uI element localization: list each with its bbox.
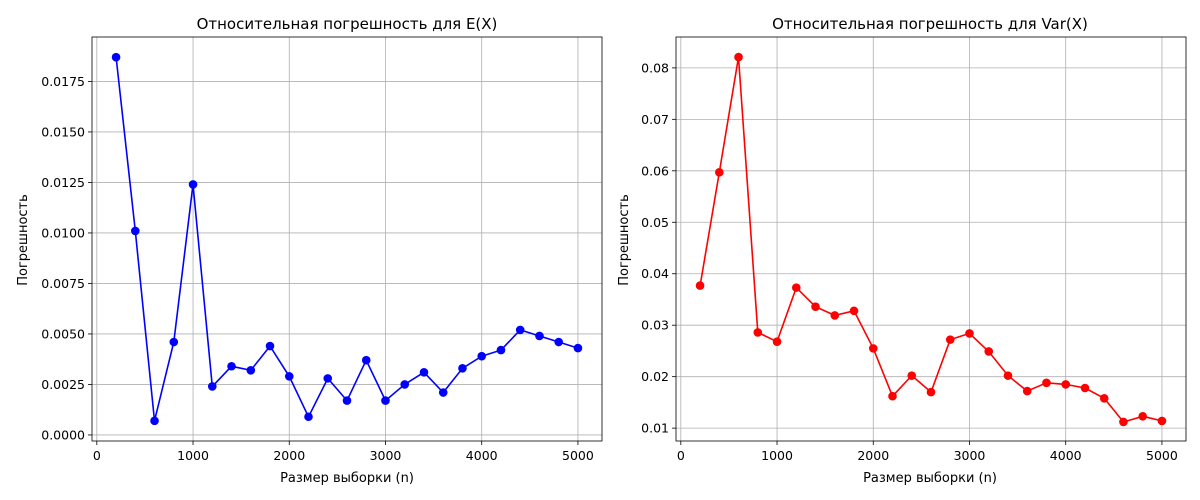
data-point	[535, 331, 544, 341]
series-line	[699, 56, 1163, 423]
data-point	[323, 374, 333, 383]
y-tick-label: 0.0000	[41, 427, 85, 442]
series	[695, 52, 1167, 427]
tick-labels: 0 1000 2000 3000 4000 5000 0.0000 0.0025 0.0050 0…	[41, 74, 594, 463]
data-point	[1099, 393, 1109, 403]
y-tick-label: 0.05	[641, 215, 669, 230]
x-tick-label: 0	[677, 448, 685, 463]
plot-frame	[675, 36, 1187, 442]
y-tick-label: 0.0125	[41, 175, 85, 190]
y-axis-label: Погрешность	[617, 194, 632, 286]
data-point	[304, 412, 313, 422]
data-point	[772, 337, 782, 346]
chart-variance: Относительная погрешность для Var(X) 0 10…	[617, 15, 1187, 486]
data-point	[400, 380, 410, 389]
data-point	[361, 355, 371, 365]
chart-title: Относительная погрешность для Var(X)	[772, 15, 1088, 33]
x-tick-label: 1000	[761, 448, 793, 463]
x-tick-label: 3000	[954, 448, 986, 463]
x-tick-label: 2000	[857, 448, 889, 463]
data-point	[207, 382, 217, 391]
x-tick-label: 5000	[562, 448, 594, 463]
data-point	[1119, 417, 1128, 427]
y-tick-label: 0.0025	[41, 377, 85, 392]
data-point	[246, 366, 256, 375]
data-point	[868, 344, 878, 353]
plot-frame	[91, 36, 603, 442]
y-tick-label: 0.0075	[41, 276, 85, 291]
data-point	[381, 396, 390, 405]
x-tick-label: 4000	[466, 448, 498, 463]
data-point	[419, 368, 429, 377]
data-point	[849, 306, 859, 316]
y-tick-label: 0.04	[641, 266, 669, 281]
x-tick-label: 0	[93, 448, 101, 463]
y-tick-label: 0.08	[641, 60, 669, 75]
data-point	[342, 396, 352, 405]
data-point	[477, 351, 487, 361]
y-tick-label: 0.07	[641, 112, 669, 127]
data-point	[438, 388, 448, 397]
data-point	[734, 52, 743, 62]
data-point	[554, 337, 563, 347]
chart-expectation: Относительная погрешность для E(X) 0 1000…	[16, 15, 603, 486]
x-axis-label: Размер выборки (n)	[280, 471, 414, 486]
data-point	[753, 328, 763, 337]
data-point	[888, 391, 897, 401]
data-point	[791, 283, 801, 292]
data-point	[695, 281, 705, 290]
data-point	[1022, 386, 1032, 396]
x-tick-label: 2000	[273, 448, 305, 463]
data-point	[265, 341, 275, 351]
y-tick-label: 0.0175	[41, 74, 85, 89]
y-tick-label: 0.0150	[41, 124, 85, 139]
data-point	[458, 363, 467, 373]
y-tick-label: 0.0100	[41, 225, 85, 240]
data-point	[284, 372, 294, 381]
data-point	[496, 345, 506, 355]
data-point	[515, 325, 525, 335]
tick-labels: 0 1000 2000 3000 4000 5000 0.01 0.02 0.03 0.04 0.0…	[641, 60, 1178, 463]
data-point	[1042, 378, 1051, 388]
x-tick-label: 5000	[1146, 448, 1178, 463]
grid	[676, 37, 1186, 441]
y-axis-label: Погрешность	[16, 194, 31, 286]
data-point	[811, 302, 820, 311]
y-tick-label: 0.02	[641, 369, 669, 384]
x-axis-label: Размер выборки (n)	[863, 471, 997, 486]
x-tick-label: 3000	[370, 448, 402, 463]
chart-title: Относительная погрешность для E(X)	[197, 15, 498, 33]
data-point	[1003, 371, 1013, 380]
series	[111, 52, 583, 426]
data-point	[188, 180, 198, 189]
data-point	[573, 343, 583, 353]
data-point	[131, 226, 140, 236]
data-point	[1157, 416, 1167, 426]
x-tick-label: 4000	[1050, 448, 1082, 463]
grid	[92, 37, 602, 441]
data-point	[150, 416, 159, 426]
data-point	[1080, 383, 1090, 393]
data-point	[227, 361, 236, 371]
y-tick-label: 0.03	[641, 318, 669, 333]
data-point	[945, 335, 955, 344]
y-tick-label: 0.06	[641, 163, 669, 178]
series-line	[115, 57, 579, 421]
data-point	[1138, 411, 1147, 421]
y-tick-label: 0.01	[641, 421, 669, 436]
data-point	[926, 387, 936, 397]
data-point	[830, 311, 840, 320]
data-point	[715, 168, 724, 177]
data-point	[907, 371, 917, 380]
data-point	[1061, 380, 1071, 389]
y-tick-label: 0.0050	[41, 326, 85, 341]
data-point	[965, 329, 974, 338]
data-point	[169, 337, 179, 347]
data-point	[984, 347, 994, 356]
x-tick-label: 1000	[177, 448, 209, 463]
data-point	[111, 52, 121, 62]
